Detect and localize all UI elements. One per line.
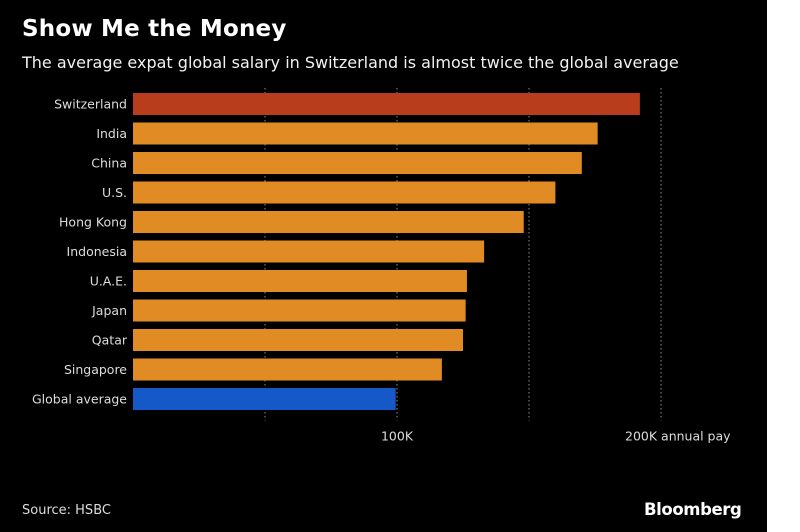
tick-labels: 100K 200K annual pay: [381, 429, 731, 444]
bar-7: [133, 299, 466, 322]
category-label-5: Indonesia: [67, 244, 127, 259]
bar-5: [133, 240, 485, 263]
category-label-9: Singapore: [64, 362, 127, 377]
bloomberg-logo: Bloomberg: [644, 500, 742, 519]
bar-10: [133, 388, 396, 410]
bars: [133, 93, 640, 410]
tick-label-3: 200K annual pay: [625, 429, 731, 444]
bar-9: [133, 358, 442, 381]
bar-chart: Switzerland India China U.S. Hong Kong Indone…: [32, 88, 731, 444]
chart-subtitle: The average expat global salary in Switz…: [22, 53, 679, 72]
category-label-4: Hong Kong: [59, 215, 127, 230]
category-label-0: Switzerland: [54, 97, 127, 112]
category-label-10: Global average: [32, 392, 127, 407]
bar-3: [133, 181, 556, 204]
bar-4: [133, 211, 524, 233]
bar-2: [133, 152, 582, 174]
bar-1: [133, 122, 598, 145]
category-label-3: U.S.: [102, 185, 127, 200]
category-labels: Switzerland India China U.S. Hong Kong Indone…: [32, 97, 128, 407]
bar-8: [133, 329, 463, 351]
bar-6: [133, 270, 467, 292]
source-note: Source: HSBC: [22, 503, 111, 518]
tick-label-1: 100K: [381, 429, 414, 444]
category-label-1: India: [96, 126, 127, 141]
bar-0: [133, 93, 640, 115]
category-label-8: Qatar: [92, 333, 128, 348]
chart-card: Show Me the Money The average expat glob…: [0, 0, 767, 532]
chart-title: Show Me the Money: [22, 16, 287, 42]
category-label-2: China: [91, 156, 127, 171]
category-label-7: Japan: [91, 303, 127, 318]
category-label-6: U.A.E.: [90, 274, 127, 289]
